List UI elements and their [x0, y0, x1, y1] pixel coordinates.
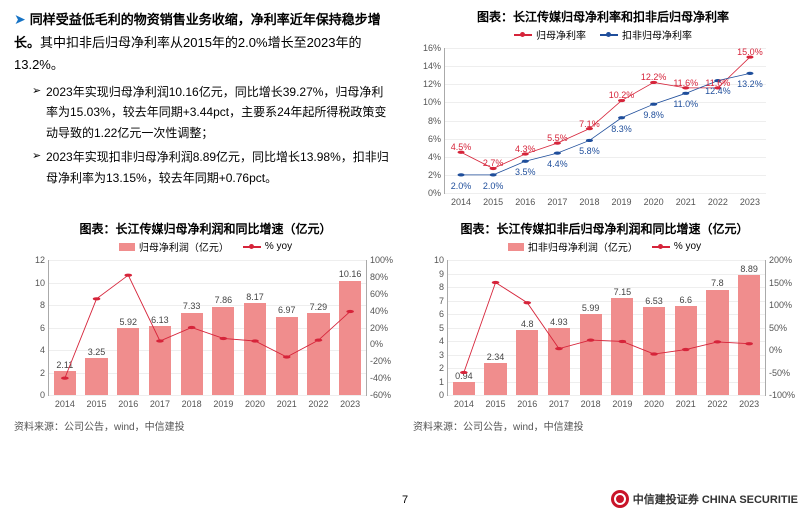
chart-br-legend: 扣非归母净利润（亿元） % yoy — [413, 239, 796, 254]
chart-bl-title: 图表：长江传媒归母净利润和同比增速（亿元） — [14, 220, 397, 237]
combo-chart-right: 012345678910-100%-50%0%50%100%150%200%20… — [413, 256, 796, 416]
bullet-2: 2023年实现扣非归母净利润8.89亿元，同比增长13.98%，扣非归母净利率为… — [32, 147, 394, 188]
chart-bl-panel: 图表：长江传媒归母净利润和同比增速（亿元） 归母净利润（亿元） % yoy 02… — [14, 220, 397, 433]
source-left: 资料来源：公司公告，wind，中信建投 — [14, 418, 397, 433]
source-right: 资料来源：公司公告，wind，中信建投 — [413, 418, 796, 433]
chart-top-title: 图表：长江传媒归母净利率和扣非后归母净利率 — [410, 8, 796, 25]
line-chart: 0%2%4%6%8%10%12%14%16%201420152016201720… — [410, 44, 796, 214]
chart-top-legend: 归母净利率 扣非归母净利率 — [410, 27, 796, 42]
chart-br-panel: 图表：长江传媒扣非后归母净利润和同比增速（亿元） 扣非归母净利润（亿元） % y… — [413, 220, 796, 433]
chart-bl-legend: 归母净利润（亿元） % yoy — [14, 239, 397, 254]
brand: 中信建投证券 CHINA SECURITIE — [611, 490, 798, 508]
combo-chart-left: 024681012-60%-40%-20%0%20%40%60%80%100%2… — [14, 256, 397, 416]
chart-top-panel: 图表：长江传媒归母净利率和扣非后归母净利率 归母净利率 扣非归母净利率 0%2%… — [410, 8, 796, 214]
text-column: ➤同样受益低毛利的物资销售业务收缩，净利率近年保持稳步增长。其中扣非后归母净利率… — [14, 8, 394, 214]
brand-logo-icon — [611, 490, 629, 508]
chart-br-title: 图表：长江传媒扣非后归母净利润和同比增速（亿元） — [413, 220, 796, 237]
bullet-1: 2023年实现归母净利润10.16亿元，同比增长39.27%，归母净利率为15.… — [32, 82, 394, 143]
headline: ➤同样受益低毛利的物资销售业务收缩，净利率近年保持稳步增长。其中扣非后归母净利率… — [14, 8, 394, 76]
